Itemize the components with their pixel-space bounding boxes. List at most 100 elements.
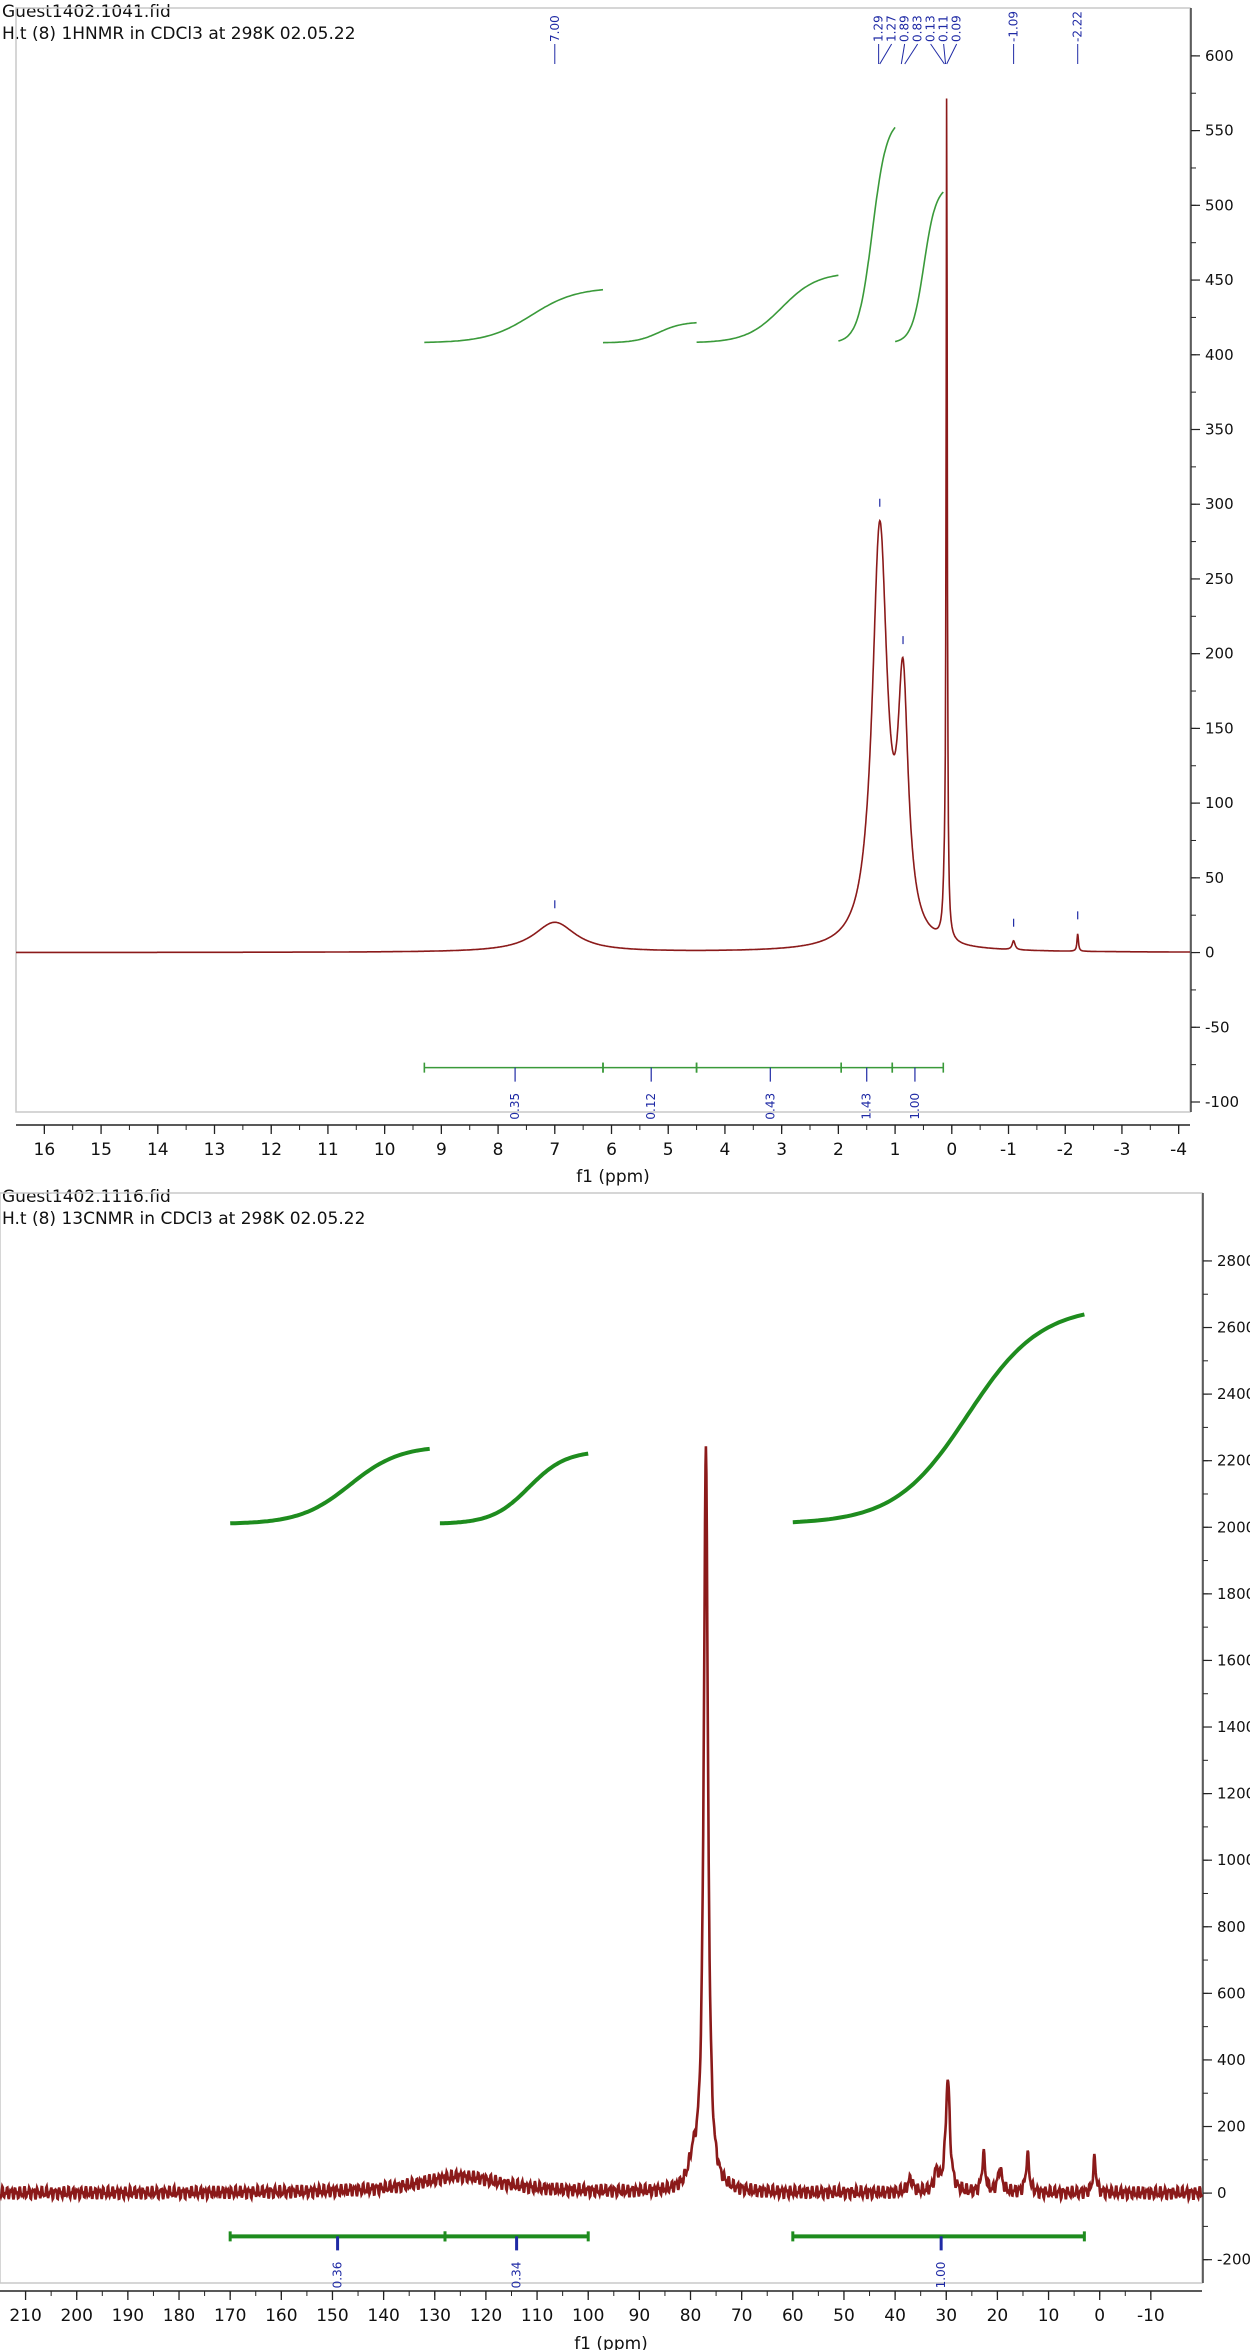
integral-curve [424, 288, 604, 344]
proton-nmr-panel: Guest1402.1041.fid H.t (8) 1HNMR in CDCl… [2, 2, 1239, 1187]
y-tick-label: -50 [1205, 1018, 1230, 1036]
x-tick-label: 9 [436, 1140, 447, 1160]
integral-curve [792, 1312, 1085, 1525]
x-tick-label: 1 [890, 1140, 901, 1160]
integral-value-label: 1.00 [934, 2262, 948, 2289]
x-tick-label: 15 [90, 1140, 112, 1160]
peak-label: 0.13 [924, 15, 938, 42]
y-tick-label: 1200 [1217, 1785, 1250, 1803]
x-tick-label: -1 [1000, 1140, 1017, 1160]
y-tick-label: 200 [1217, 2118, 1246, 2136]
x-tick-label: 40 [884, 2306, 906, 2326]
integral-curve [894, 191, 944, 343]
y-tick-label: 50 [1205, 869, 1224, 887]
carbon-nmr-chart: 210 200 190 180 170 160 150 140 130 120 110 100 90 80… [0, 1192, 1250, 2350]
x-tick-label: 10 [1038, 2306, 1060, 2326]
x-tick-label: 110 [521, 2306, 553, 2326]
integral-curve [230, 1446, 430, 1526]
peak-label: -2.22 [1071, 11, 1085, 42]
y-tick-label: 400 [1205, 346, 1234, 364]
integral-value-label: 0.34 [510, 2262, 524, 2289]
peak-label: 0.11 [937, 15, 951, 42]
x-tick-label: 7 [549, 1140, 560, 1160]
peak-label-leader [879, 43, 893, 65]
x-tick-label: 11 [317, 1140, 339, 1160]
plot-frame [15, 7, 1191, 1113]
peak-label-leader [900, 43, 906, 65]
y-tick-label: 400 [1217, 2051, 1246, 2069]
x-tick-label: -4 [1170, 1140, 1187, 1160]
x-tick-label: 180 [163, 2306, 195, 2326]
x-tick-label: 80 [680, 2306, 702, 2326]
y-tick-label: 250 [1205, 570, 1234, 588]
proton-nmr-chart: 16 15 14 13 12 11 10 9 8 7 6 5 4 3 2 1 0 -1 -2 -3 -4f1 (ppm)… [15, 7, 1239, 1187]
y-tick-label: 550 [1205, 122, 1234, 140]
y-tick-label: 2800 [1217, 1252, 1250, 1270]
x-tick-label: 200 [60, 2306, 92, 2326]
peak-label: 7.00 [548, 15, 562, 42]
x-tick-label: 6 [606, 1140, 617, 1160]
x-tick-label: 16 [34, 1140, 56, 1160]
y-tick-label: 100 [1205, 794, 1234, 812]
y-tick-label: 300 [1205, 495, 1234, 513]
spectrum-subtitle: H.t (8) 1HNMR in CDCl3 at 298K 02.05.22 [2, 24, 356, 44]
peak-label-leader [946, 43, 958, 65]
plot-frame [0, 1192, 1203, 2284]
y-tick-label: 1400 [1217, 1718, 1250, 1736]
x-tick-label: -2 [1057, 1140, 1074, 1160]
y-tick-label: 2200 [1217, 1452, 1250, 1470]
y-tick-label: 350 [1205, 421, 1234, 439]
x-tick-label: 140 [367, 2306, 399, 2326]
x-tick-label: 12 [260, 1140, 282, 1160]
x-tick-label: -10 [1137, 2306, 1165, 2326]
spectrum-subtitle: H.t (8) 13CNMR in CDCl3 at 298K 02.05.22 [2, 1209, 366, 1229]
x-axis-title: f1 (ppm) [576, 1167, 650, 1187]
integral-curve [602, 321, 697, 344]
integral-value-label: 0.12 [644, 1093, 658, 1120]
y-tick-label: 1800 [1217, 1585, 1250, 1603]
y-tick-label: 1600 [1217, 1651, 1250, 1669]
x-tick-label: 30 [935, 2306, 957, 2326]
x-tick-label: 190 [112, 2306, 144, 2326]
x-tick-label: 4 [720, 1140, 731, 1160]
spectrum-file-name: Guest1402.1116.fid [2, 1187, 171, 1207]
x-tick-label: 130 [419, 2306, 451, 2326]
y-tick-label: 600 [1217, 1984, 1246, 2002]
x-tick-label: 120 [470, 2306, 502, 2326]
y-tick-label: 0 [1205, 944, 1215, 962]
x-tick-label: 90 [629, 2306, 651, 2326]
peak-label: -1.09 [1007, 11, 1021, 42]
x-tick-label: 14 [147, 1140, 169, 1160]
x-tick-label: -3 [1113, 1140, 1130, 1160]
y-tick-label: 200 [1205, 645, 1234, 663]
peak-label-leader [904, 43, 919, 65]
x-tick-label: 10 [374, 1140, 396, 1160]
x-tick-label: 50 [833, 2306, 855, 2326]
x-tick-label: 170 [214, 2306, 246, 2326]
x-tick-label: 160 [265, 2306, 297, 2326]
integral-value-label: 1.00 [908, 1093, 922, 1120]
x-tick-label: 210 [9, 2306, 41, 2326]
x-tick-label: 5 [663, 1140, 674, 1160]
x-tick-label: 20 [987, 2306, 1009, 2326]
y-tick-label: 800 [1217, 1918, 1246, 1936]
peak-label: 0.09 [950, 15, 964, 42]
x-axis-title: f1 (ppm) [574, 2334, 648, 2350]
spectrum-trace [0, 1446, 1204, 2205]
integral-curve [696, 274, 839, 343]
y-tick-label: 2600 [1217, 1319, 1250, 1337]
integral-curve [439, 1451, 589, 1526]
y-tick-label: 500 [1205, 196, 1234, 214]
peak-label: 0.83 [911, 15, 925, 42]
integral-value-label: 1.43 [860, 1093, 874, 1120]
x-tick-label: 0 [1094, 2306, 1105, 2326]
integral-value-label: 0.36 [331, 2262, 345, 2289]
y-tick-label: 150 [1205, 719, 1234, 737]
x-tick-label: 60 [782, 2306, 804, 2326]
peak-label: 0.89 [898, 15, 912, 42]
peak-label: 1.27 [885, 15, 899, 42]
y-tick-label: -200 [1217, 2251, 1250, 2269]
peak-label-leader [930, 43, 945, 65]
x-tick-label: 13 [204, 1140, 226, 1160]
